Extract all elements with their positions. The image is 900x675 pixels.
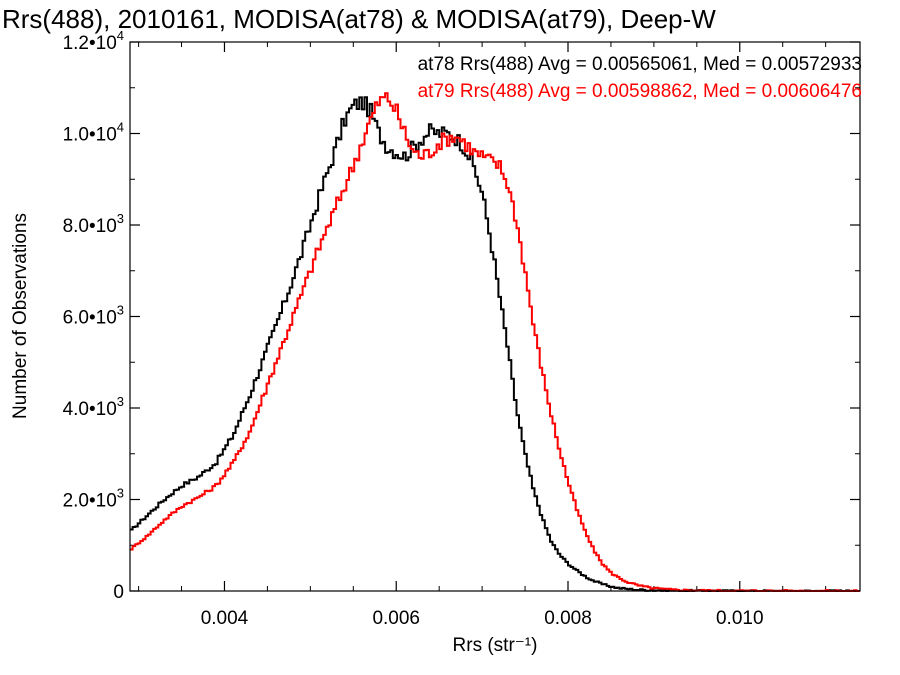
series-line-at79 [130, 92, 860, 592]
x-tick-label: 0.010 [716, 608, 764, 629]
plot-frame [129, 41, 861, 592]
annotation-at79: at79 Rrs(488) Avg = 0.00598862, Med = 0.… [418, 81, 862, 102]
y-tick-label: 0 [113, 582, 124, 603]
x-tick-label: 0.008 [544, 608, 592, 629]
x-axis-ticks: 0.004 0.006 0.008 0.010 [138, 42, 827, 629]
x-tick-label: 0.006 [372, 608, 420, 629]
x-tick-label: 0.004 [201, 608, 249, 629]
series-line-at78 [130, 96, 860, 592]
y-tick-label: 1.0•104 [63, 120, 124, 146]
annotation-at78: at78 Rrs(488) Avg = 0.00565061, Med = 0.… [418, 54, 862, 75]
chart-title: Rrs(488), 2010161, MODISA(at78) & MODISA… [2, 4, 716, 34]
y-tick-label: 4.0•103 [63, 394, 124, 420]
y-tick-label: 1.2•104 [63, 28, 124, 54]
y-tick-label: 2.0•103 [63, 486, 124, 512]
y-tick-label: 6.0•103 [63, 303, 124, 329]
y-tick-label: 8.0•103 [63, 211, 124, 237]
y-axis-label: Number of Observations [10, 213, 31, 419]
y-axis-ticks: 0 2.0•103 4.0•103 6.0•103 8.0•103 1.0•104 1.2•… [63, 28, 860, 603]
series-layer [130, 92, 860, 592]
x-axis-label: Rrs (str⁻¹) [453, 635, 538, 656]
